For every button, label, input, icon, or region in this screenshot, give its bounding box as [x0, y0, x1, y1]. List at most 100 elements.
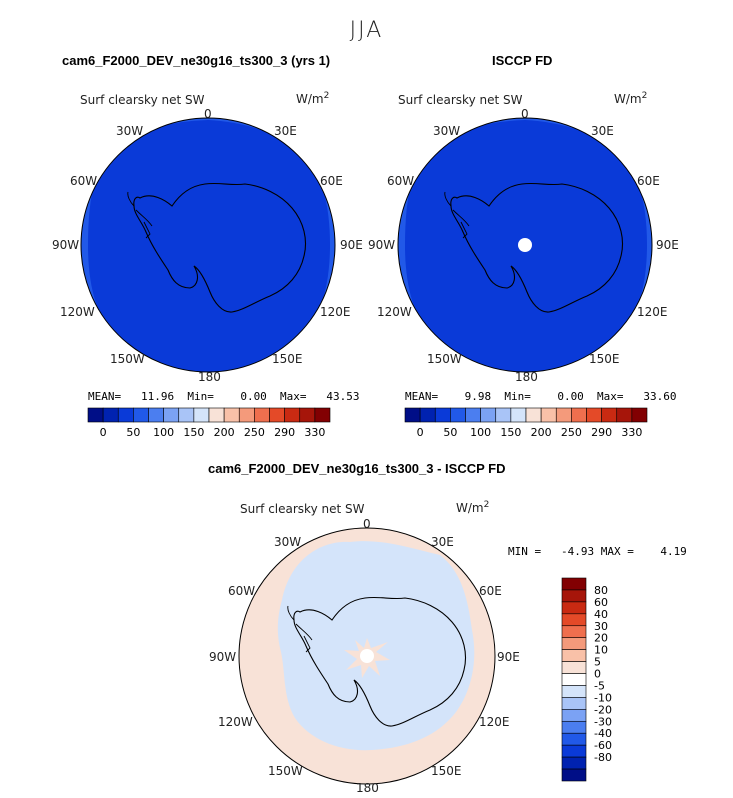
tr-colorbar-swatch — [631, 407, 648, 423]
diff-colorbar-tick-label: 40 — [594, 608, 608, 621]
tr-lon-60e: 60E — [637, 174, 660, 188]
bottom-map-border — [238, 527, 496, 785]
diff-colorbar-swatch — [561, 649, 587, 662]
tl-lon-60e: 60E — [320, 174, 343, 188]
top-left-peninsula — [127, 191, 153, 239]
diff-colorbar-swatch — [561, 661, 587, 674]
tr-lon-60w: 60W — [387, 174, 415, 188]
tr-lon-120w: 120W — [377, 305, 412, 319]
tr-colorbar-tick-label: 100 — [470, 426, 491, 439]
diff-colorbar-tick-label: -5 — [594, 679, 605, 692]
top-right-pole-hole — [518, 238, 532, 252]
diff-colorbar-swatch — [561, 697, 587, 710]
bottom-peninsula — [287, 605, 313, 653]
b-lon-60e: 60E — [479, 584, 502, 598]
top-right-peninsula — [444, 191, 470, 239]
tl-lon-0: 0 — [204, 107, 212, 121]
tr-colorbar-swatch — [419, 407, 436, 423]
tl-lon-30w: 30W — [116, 124, 144, 138]
tl-colorbar-swatch — [208, 407, 225, 423]
diff-colorbar-tick-label: -80 — [594, 751, 612, 764]
tr-colorbar-swatch — [586, 407, 602, 423]
season-title: JJA — [349, 18, 384, 43]
b-lon-60w: 60W — [228, 584, 256, 598]
top-left-map-border — [80, 117, 336, 373]
diff-colorbar-swatch — [561, 685, 587, 698]
tr-colorbar-swatch — [601, 407, 618, 423]
top-right-antarctica-coast — [450, 182, 624, 313]
tl-colorbar-swatch — [102, 407, 119, 423]
diff-colorbar-swatch — [561, 732, 587, 746]
b-lon-30w: 30W — [274, 535, 302, 549]
tl-lon-90w: 90W — [52, 238, 80, 252]
bottom-variable: Surf clearsky net SW — [240, 502, 365, 516]
diff-colorbar-tick-label: -10 — [594, 691, 612, 704]
tl-colorbar-swatch — [148, 407, 164, 423]
top-left-polar-map — [80, 117, 336, 373]
tl-colorbar-tick-label: 150 — [183, 426, 204, 439]
tl-colorbar-tick-label: 0 — [100, 426, 107, 439]
tr-lon-90e: 90E — [656, 238, 679, 252]
b-lon-90e: 90E — [497, 650, 520, 664]
diff-colorbar-swatch — [561, 768, 587, 782]
tr-colorbar-tick-label: 330 — [621, 426, 642, 439]
top-right-polar-map — [397, 117, 653, 373]
tl-lon-120w: 120W — [60, 305, 95, 319]
tl-lon-150e: 150E — [272, 352, 303, 366]
tl-lon-30e: 30E — [274, 124, 297, 138]
tr-colorbar-swatch — [540, 407, 557, 423]
tl-colorbar-swatch — [238, 407, 255, 423]
diff-colorbar-tick-label: 5 — [594, 656, 601, 669]
tl-colorbar-swatch — [299, 407, 316, 423]
tl-colorbar-swatch — [269, 407, 285, 423]
tr-colorbar-swatch — [510, 407, 527, 423]
top-left-units: W/m2 — [296, 91, 330, 106]
diff-colorbar-tick-label: -30 — [594, 715, 612, 728]
bottom-pole-hole — [360, 649, 374, 663]
tr-colorbar-swatch — [616, 407, 633, 423]
diff-colorbar-tick-label: -20 — [594, 703, 612, 716]
tl-colorbar-tick-label: 330 — [304, 426, 325, 439]
tr-lon-90w: 90W — [368, 238, 396, 252]
top-right-title: ISCCP FD — [492, 53, 553, 68]
top-left-title: cam6_F2000_DEV_ne30g16_ts300_3 (yrs 1) — [62, 53, 331, 68]
tr-lon-0: 0 — [521, 107, 529, 121]
tr-colorbar-swatch — [495, 407, 512, 423]
bottom-antarctica-coast — [293, 596, 467, 727]
tl-colorbar-tick-label: 200 — [214, 426, 235, 439]
top-right-map-border — [397, 117, 653, 373]
tl-colorbar-swatch — [284, 407, 301, 423]
bottom-title: cam6_F2000_DEV_ne30g16_ts300_3 - ISCCP F… — [208, 461, 506, 476]
tl-colorbar-swatch — [133, 407, 149, 423]
tl-colorbar-swatch — [254, 407, 270, 423]
diff-colorbar-tick-label: 20 — [594, 632, 608, 645]
tr-lon-180: 180 — [515, 370, 538, 384]
top-left-stats: MEAN= 11.96 Min= 0.00 Max= 43.53 — [88, 390, 360, 403]
tl-colorbar-swatch — [223, 407, 240, 423]
top-left-inner-field — [88, 120, 330, 372]
diff-colorbar-swatch — [561, 577, 587, 591]
b-lon-120w: 120W — [218, 715, 253, 729]
tl-colorbar-swatch — [163, 407, 180, 423]
top-right-units: W/m2 — [614, 91, 648, 106]
diff-colorbar-swatch — [561, 709, 587, 722]
diff-colorbar-tick-label: 0 — [594, 668, 601, 681]
tr-colorbar-swatch — [434, 407, 451, 423]
diff-colorbar-tick-label: 10 — [594, 644, 608, 657]
top-right-variable: Surf clearsky net SW — [398, 93, 523, 107]
tl-lon-180: 180 — [198, 370, 221, 384]
tr-colorbar-swatch — [465, 407, 481, 423]
tr-colorbar-swatch — [404, 407, 421, 423]
top-left-variable: Surf clearsky net SW — [80, 93, 205, 107]
diff-colorbar-swatch — [561, 601, 587, 615]
tr-lon-150e: 150E — [589, 352, 620, 366]
bottom-units: W/m2 — [456, 500, 490, 515]
diff-colorbar-tick-label: 80 — [594, 584, 608, 597]
tr-colorbar-tick-label: 200 — [531, 426, 552, 439]
diff-colorbar-tick-label: 60 — [594, 596, 608, 609]
tr-colorbar-tick-label: 290 — [591, 426, 612, 439]
tl-lon-90e: 90E — [340, 238, 363, 252]
diff-colorbar-swatch — [561, 637, 587, 650]
tr-colorbar-swatch — [450, 407, 466, 423]
